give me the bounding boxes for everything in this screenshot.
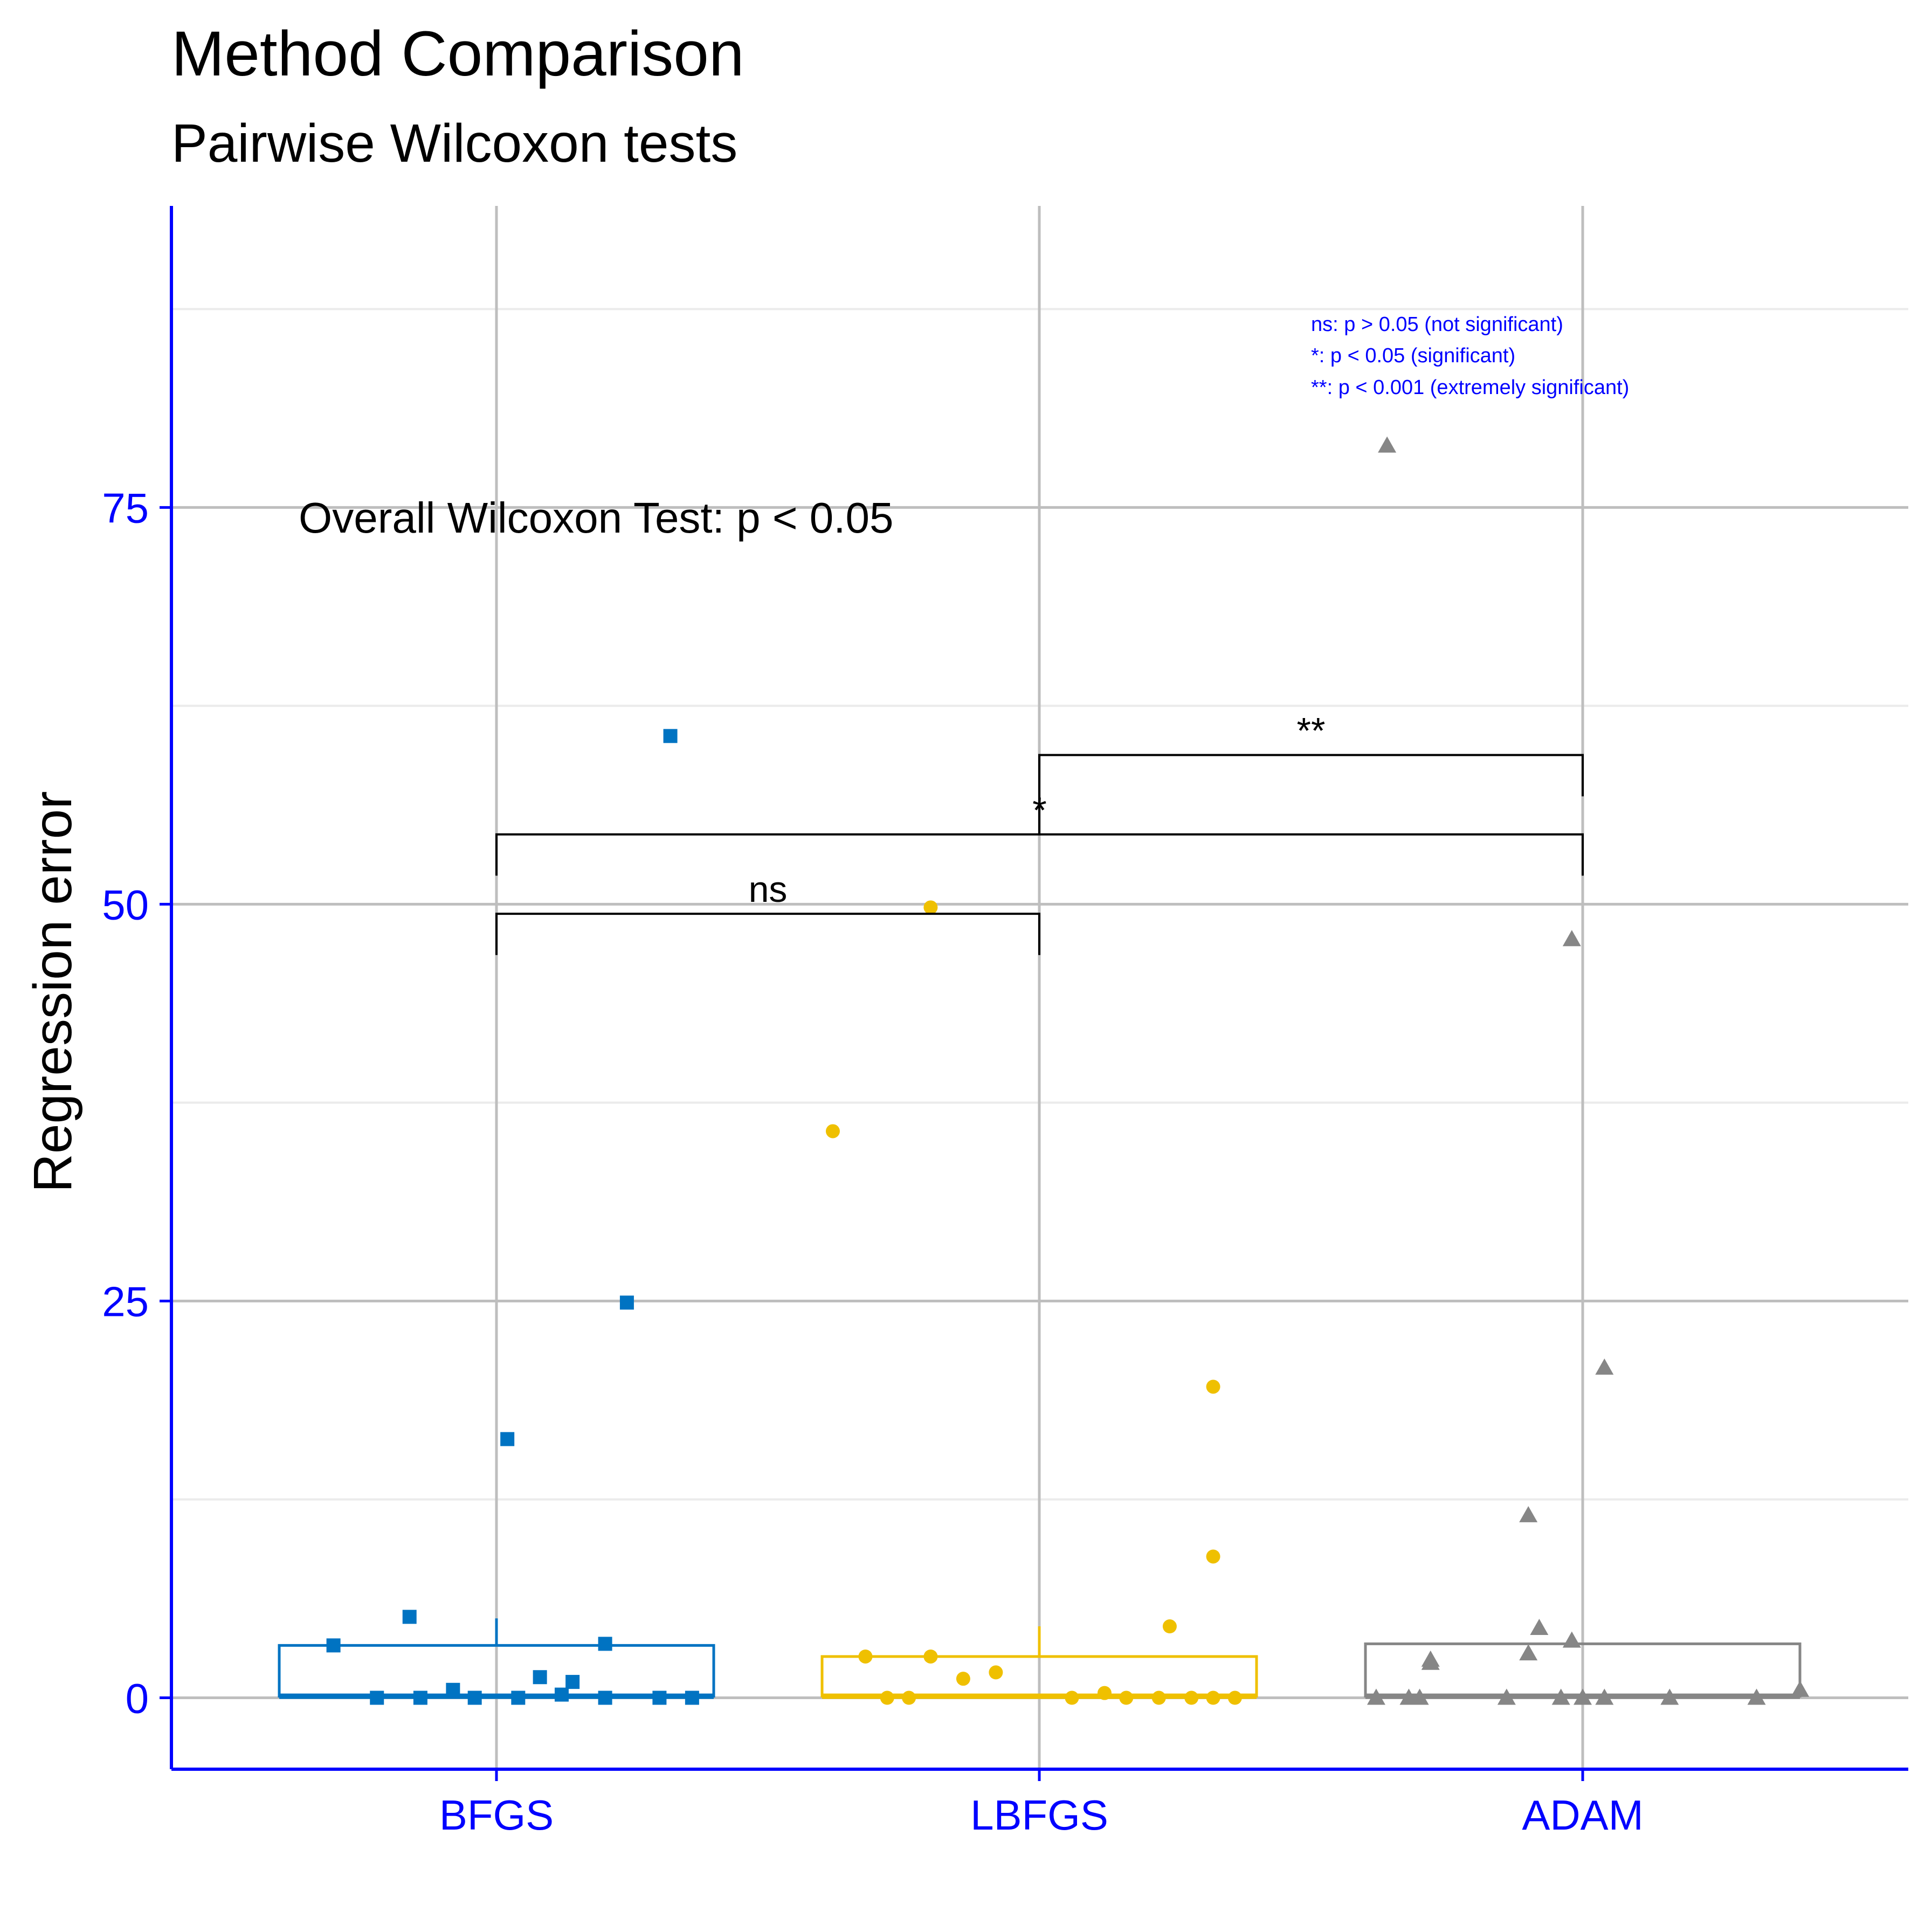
gridlines [171, 206, 1908, 1769]
comparison-bfgs-lbfgs-bracket [495, 913, 1040, 955]
point-lbfgs [1162, 1619, 1177, 1634]
comparison-bfgs-lbfgs-label: ns [749, 869, 788, 910]
significance-legend-single-star: *: p < 0.05 (significant) [1311, 344, 1515, 367]
point-bfgs [663, 729, 678, 743]
point-bfgs [554, 1687, 569, 1702]
point-lbfgs [902, 1690, 916, 1705]
point-lbfgs [923, 1649, 938, 1664]
point-lbfgs [1065, 1690, 1079, 1705]
comparison-lbfgs-adam-label: ** [1297, 710, 1326, 751]
point-bfgs [598, 1637, 612, 1651]
significance-legend: ns: p > 0.05 (not significant) *: p < 0.… [1311, 313, 1629, 399]
point-bfgs [685, 1690, 699, 1705]
point-lbfgs [923, 900, 938, 915]
point-adam [1660, 1688, 1679, 1705]
y-tick-label: 0 [126, 1675, 149, 1722]
point-lbfgs [825, 1124, 840, 1138]
x-tick-label-adam: ADAM [1522, 1791, 1643, 1839]
y-axis-label: Regression error [23, 791, 83, 1193]
point-lbfgs [1206, 1549, 1220, 1564]
point-bfgs [500, 1432, 515, 1446]
point-lbfgs [858, 1649, 873, 1664]
point-bfgs [326, 1638, 341, 1653]
point-adam [1574, 1688, 1592, 1705]
point-bfgs [467, 1690, 482, 1705]
point-bfgs [413, 1690, 427, 1705]
point-adam [1595, 1358, 1614, 1375]
point-adam [1562, 930, 1581, 947]
point-bfgs [598, 1690, 612, 1705]
point-adam [1519, 1506, 1538, 1522]
chart-subtitle: Pairwise Wilcoxon tests [171, 113, 737, 174]
chart-title: Method Comparison [171, 18, 744, 89]
significance-brackets: ns*** [495, 710, 1584, 955]
comparison-lbfgs-adam-bracket [1038, 754, 1584, 834]
point-adam [1497, 1688, 1516, 1705]
point-lbfgs [1151, 1690, 1166, 1705]
y-tick-label: 75 [102, 484, 149, 532]
overall-test-annotation: Overall Wilcoxon Test: p < 0.05 [299, 494, 893, 542]
point-adam [1410, 1688, 1429, 1705]
y-tick-label: 25 [102, 1278, 149, 1325]
point-bfgs [402, 1610, 417, 1624]
point-lbfgs [1206, 1379, 1220, 1394]
point-lbfgs [1119, 1690, 1134, 1705]
point-adam [1562, 1631, 1581, 1648]
point-bfgs [652, 1690, 667, 1705]
point-lbfgs [1097, 1686, 1112, 1700]
point-adam [1551, 1688, 1570, 1705]
point-bfgs [619, 1295, 634, 1310]
data-points [326, 436, 1810, 1705]
x-tick-label-lbfgs: LBFGS [970, 1791, 1108, 1839]
axes: 0 25 50 75 BFGS LBFGS ADAM [102, 206, 1908, 1839]
point-lbfgs [1184, 1690, 1199, 1705]
point-lbfgs [956, 1672, 970, 1686]
point-bfgs [446, 1682, 460, 1697]
point-lbfgs [1227, 1690, 1242, 1705]
point-adam [1421, 1650, 1440, 1667]
point-bfgs [370, 1690, 384, 1705]
point-bfgs [565, 1675, 580, 1689]
point-lbfgs [1206, 1690, 1220, 1705]
x-tick-label-bfgs: BFGS [439, 1791, 554, 1839]
point-adam [1791, 1680, 1810, 1697]
point-adam [1747, 1688, 1766, 1705]
y-tick-label: 50 [102, 881, 149, 928]
point-adam [1530, 1618, 1549, 1635]
point-adam [1595, 1688, 1614, 1705]
point-bfgs [533, 1670, 547, 1685]
point-lbfgs [989, 1665, 1003, 1680]
point-adam [1378, 436, 1397, 453]
point-adam [1367, 1688, 1385, 1705]
significance-legend-ns: ns: p > 0.05 (not significant) [1311, 313, 1563, 336]
point-lbfgs [880, 1690, 894, 1705]
point-bfgs [511, 1690, 526, 1705]
point-adam [1519, 1644, 1538, 1661]
comparison-bfgs-adam-bracket [495, 833, 1584, 876]
significance-legend-double-star: **: p < 0.001 (extremely significant) [1311, 376, 1629, 399]
